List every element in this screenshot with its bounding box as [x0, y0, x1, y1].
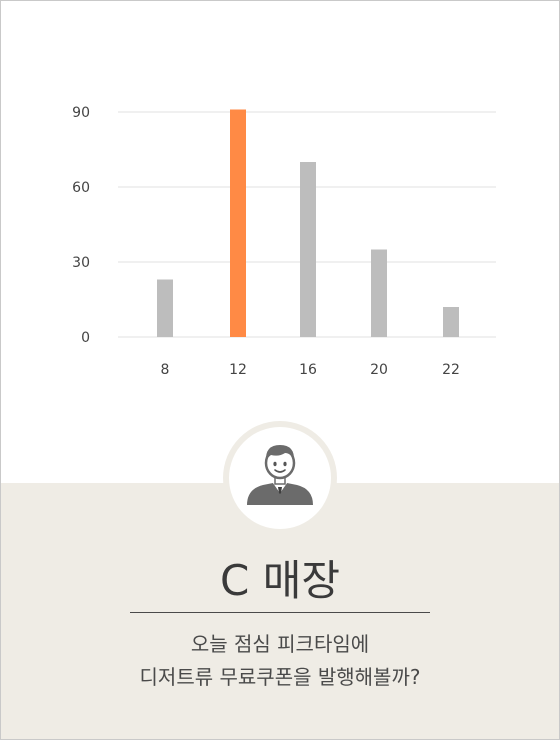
avatar	[229, 427, 331, 529]
description-line-2: 디저트류 무료쿠폰을 발행해볼까?	[139, 665, 421, 689]
divider	[130, 612, 430, 613]
bar-chart: 0 30 60 90 8 12 16 20 22	[72, 105, 496, 378]
user-avatar-icon	[247, 445, 313, 505]
store-name: C 매장	[220, 556, 340, 605]
description-line-1: 오늘 점심 피크타임에	[190, 632, 370, 656]
bar-16	[300, 162, 316, 337]
bar-20	[371, 249, 387, 337]
bar-8	[157, 279, 173, 337]
x-tick-label: 12	[229, 362, 247, 378]
y-tick-label: 30	[72, 255, 90, 271]
description: 오늘 점심 피크타임에 디저트류 무료쿠폰을 발행해볼까?	[0, 628, 560, 694]
x-tick-label: 8	[161, 362, 170, 378]
x-tick-label: 16	[299, 362, 317, 378]
x-tick-label: 20	[370, 362, 388, 378]
y-tick-label: 60	[72, 180, 90, 196]
bar-22	[443, 307, 459, 337]
y-tick-label: 90	[72, 105, 90, 121]
bar-12	[230, 109, 246, 337]
y-tick-label: 0	[81, 330, 90, 346]
x-tick-label: 22	[442, 362, 460, 378]
